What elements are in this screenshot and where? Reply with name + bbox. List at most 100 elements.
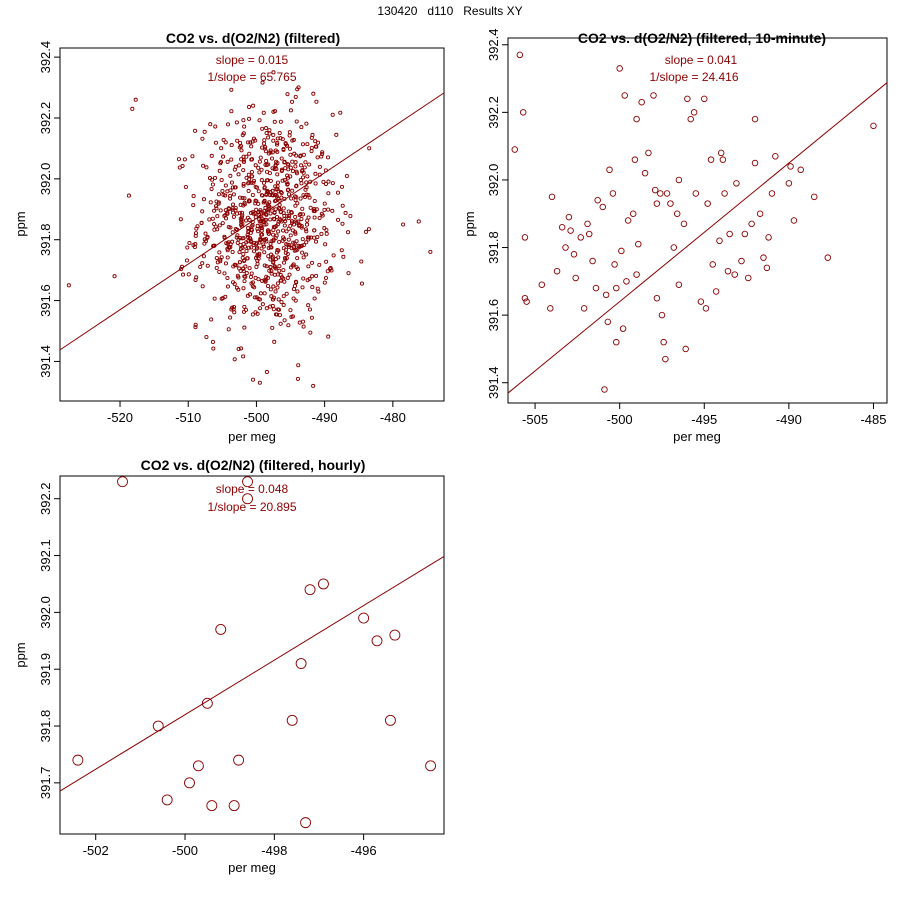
data-point (178, 267, 184, 272)
data-point (589, 257, 596, 265)
data-point (262, 263, 267, 268)
data-point (312, 296, 317, 301)
data-point (315, 155, 320, 160)
data-point (286, 237, 291, 242)
data-point (200, 284, 205, 289)
data-point (317, 164, 322, 169)
data-point (214, 204, 219, 209)
data-point (772, 153, 779, 160)
data-point (304, 252, 309, 257)
data-point (247, 104, 252, 110)
data-point (288, 223, 293, 228)
data-point (283, 250, 288, 255)
data-point (323, 242, 328, 247)
data-point (229, 157, 234, 162)
data-point (270, 232, 276, 237)
data-point (206, 800, 218, 812)
data-point (290, 159, 295, 164)
data-point (289, 196, 294, 201)
data-point (275, 140, 280, 146)
data-point (251, 178, 257, 183)
data-point (704, 200, 711, 207)
data-point (304, 240, 309, 245)
data-point (240, 195, 245, 201)
data-point (241, 268, 246, 274)
y-tick-label: 391.4 (486, 366, 501, 399)
data-point (274, 233, 279, 238)
data-point (291, 296, 296, 301)
data-point (216, 192, 221, 197)
data-point (324, 227, 329, 233)
data-point (323, 181, 328, 187)
data-point (245, 215, 250, 220)
y-axis-label: ppm (462, 211, 477, 236)
y-tick-label: 392.0 (38, 163, 53, 196)
data-point (256, 210, 261, 215)
data-point (667, 200, 674, 207)
data-point (313, 181, 318, 186)
data-point (272, 217, 277, 222)
data-point (651, 186, 659, 194)
data-point (262, 291, 267, 296)
data-point (609, 190, 617, 197)
data-point (229, 180, 234, 185)
data-point (307, 276, 312, 281)
data-point (236, 172, 241, 177)
data-point (721, 190, 728, 197)
data-point (253, 163, 258, 168)
data-point (255, 226, 260, 231)
data-point (210, 339, 215, 344)
x-tick-label: -496 (351, 843, 377, 858)
data-point (325, 269, 330, 274)
data-point (312, 228, 317, 233)
data-point (238, 216, 243, 221)
data-point (277, 131, 282, 136)
data-point (268, 211, 273, 216)
data-point (201, 163, 206, 168)
data-point (213, 124, 218, 129)
data-point (274, 215, 280, 220)
data-point (326, 334, 331, 339)
data-point (334, 132, 339, 137)
data-point (240, 133, 245, 138)
data-point (259, 193, 264, 198)
data-point (215, 214, 220, 219)
data-point (269, 245, 274, 250)
data-point (268, 148, 273, 153)
data-point (248, 237, 253, 242)
data-point (624, 217, 632, 224)
data-point (277, 239, 282, 244)
panel-filtered-hourly: CO2 vs. d(O2/N2) (filtered, hourly) -502… (13, 457, 445, 875)
data-point (177, 165, 182, 170)
data-point (210, 182, 215, 187)
data-point (241, 168, 246, 173)
x-tick-label: -490 (776, 412, 802, 427)
data-point (273, 312, 279, 317)
data-point (745, 274, 752, 282)
data-point (602, 291, 610, 299)
data-point (663, 190, 671, 197)
data-point (230, 249, 235, 255)
data-point (259, 225, 264, 230)
data-point (220, 296, 225, 301)
data-point (176, 157, 181, 162)
data-point (72, 754, 84, 766)
data-point (260, 232, 265, 237)
data-point (291, 137, 296, 143)
data-point (358, 612, 370, 624)
data-point (275, 248, 280, 253)
data-point (283, 219, 288, 224)
data-point (726, 230, 733, 238)
data-point (302, 165, 307, 170)
data-point (204, 335, 209, 340)
data-point (256, 229, 261, 234)
data-point (216, 201, 221, 206)
data-point (161, 794, 173, 806)
data-point (251, 242, 256, 247)
data-point (301, 324, 306, 329)
data-point (241, 286, 246, 291)
data-point (293, 214, 298, 220)
data-point (570, 251, 578, 258)
data-point (230, 239, 235, 244)
y-axis-label: ppm (13, 211, 28, 236)
